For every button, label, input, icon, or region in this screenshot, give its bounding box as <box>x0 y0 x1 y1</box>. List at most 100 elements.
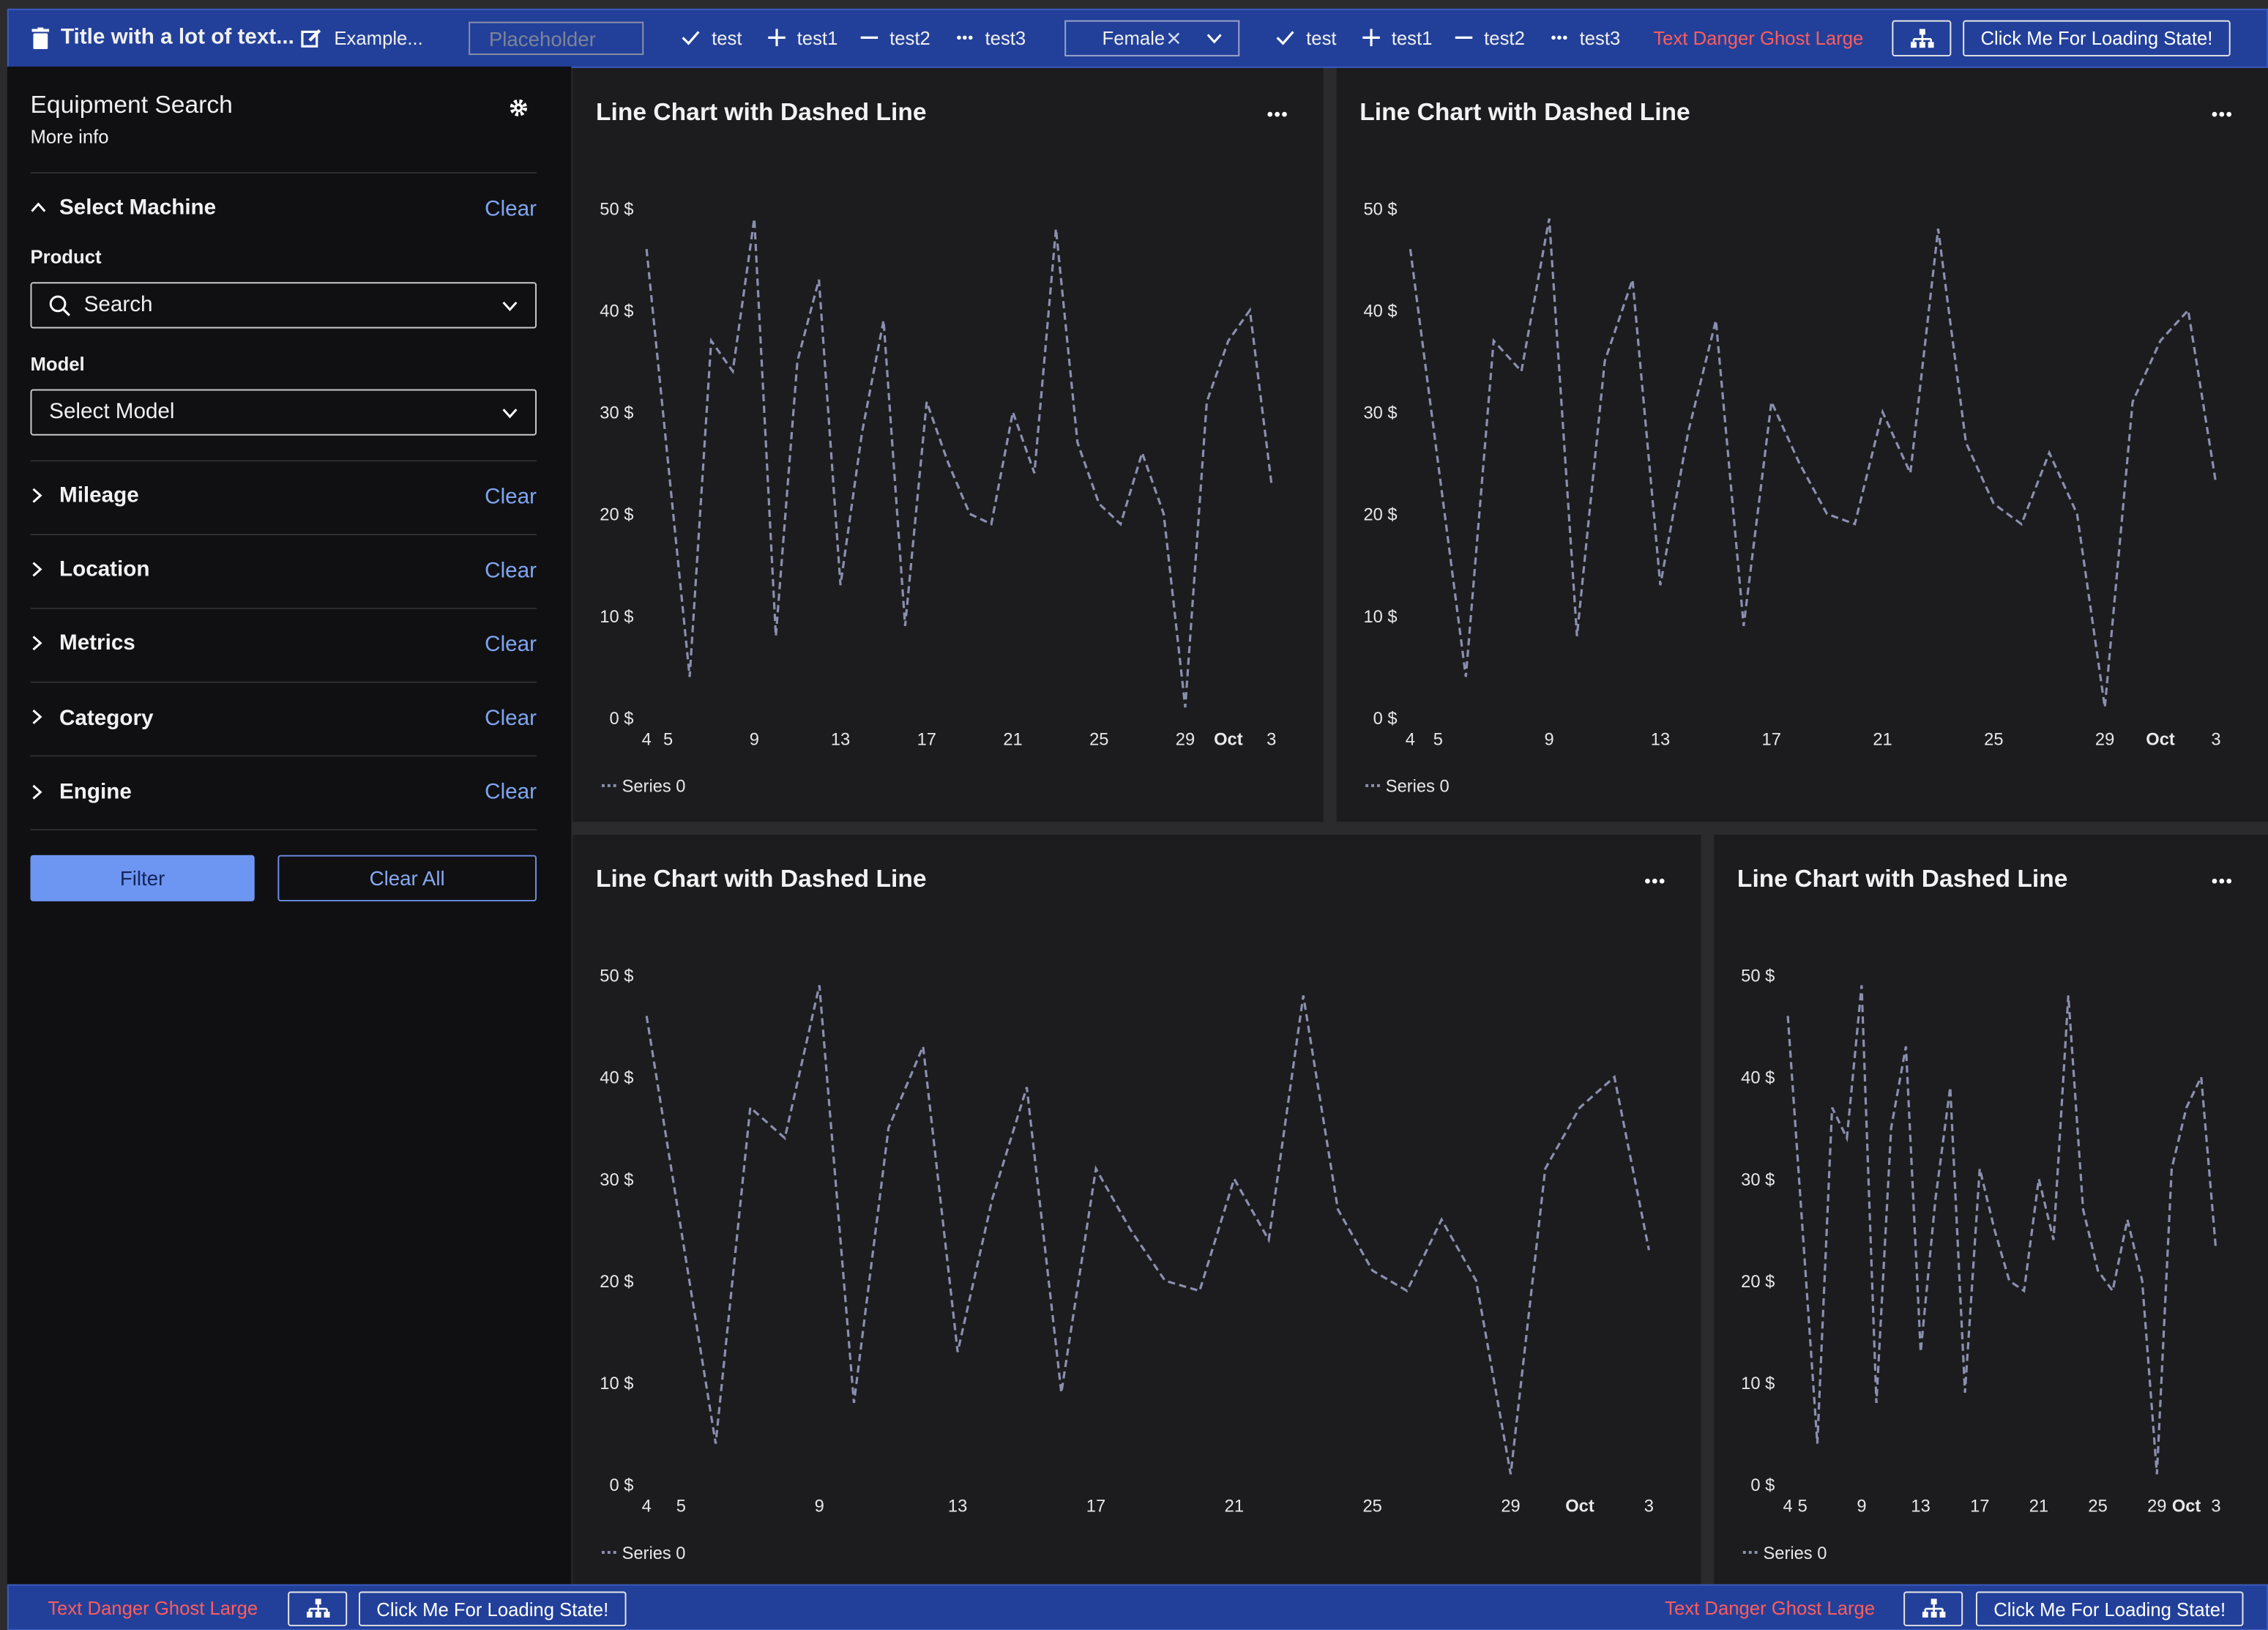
x-tick-label: 9 <box>750 731 759 750</box>
x-tick-label: 13 <box>831 731 850 750</box>
x-tick-label: Oct <box>1214 731 1243 750</box>
header-title: Title with a lot of text... <box>60 24 294 50</box>
y-tick-label: 30 $ <box>600 1171 633 1190</box>
clear-icon[interactable] <box>1167 31 1180 45</box>
product-dropdown[interactable]: Search <box>30 282 537 329</box>
chevron-right[interactable] <box>31 562 43 578</box>
clear-link[interactable]: Clear <box>485 558 537 584</box>
clear-link[interactable]: Clear <box>485 484 537 510</box>
y-tick-label: 10 $ <box>1741 1374 1775 1393</box>
text-input[interactable]: Placeholder <box>469 21 644 56</box>
chevron-up[interactable] <box>30 201 46 213</box>
x-tick-label: 29 <box>2095 731 2114 750</box>
chevron-right[interactable] <box>31 784 43 800</box>
toolbar-item[interactable]: test2 <box>1484 27 1525 50</box>
select[interactable]: Female <box>1064 20 1240 57</box>
sitemap-icon <box>1910 28 1933 48</box>
y-tick-label: 50 $ <box>600 967 633 986</box>
section-label[interactable]: Metrics <box>59 630 135 656</box>
divider <box>30 534 537 536</box>
section-label[interactable]: Location <box>59 557 150 582</box>
chart-title: Line Chart with Dashed Line <box>596 99 926 126</box>
menu-dot <box>1267 111 1273 117</box>
edit-label[interactable]: Example... <box>334 27 423 50</box>
chevron-right[interactable] <box>31 635 43 651</box>
loading-button[interactable]: Click Me For Loading State! <box>358 1591 627 1626</box>
toolbar-item[interactable]: test3 <box>1579 27 1621 50</box>
x-tick-label: 25 <box>1984 731 2003 750</box>
toolbar-item[interactable]: test <box>712 27 742 50</box>
chart-panel: Line Chart with Dashed Line 0 $ 10 $ 20 $ 30… <box>572 835 1701 1585</box>
chevron-icon <box>502 409 518 419</box>
toolbar-item[interactable]: test <box>1306 27 1337 50</box>
menu-dot <box>2212 878 2217 884</box>
y-tick-label: 40 $ <box>1741 1069 1775 1088</box>
chevron-icon <box>1206 34 1222 44</box>
search-icon <box>49 295 70 316</box>
y-tick-label: 30 $ <box>1741 1171 1775 1190</box>
line <box>645 985 1650 1475</box>
x-tick-label: 3 <box>1267 731 1276 750</box>
section-label[interactable]: Select Machine <box>59 195 217 220</box>
menu-dot <box>1282 111 1287 117</box>
clear-link[interactable]: Clear <box>485 779 537 805</box>
clear-link[interactable]: Clear <box>485 196 537 222</box>
loading-button[interactable]: Click Me For Loading State! <box>1963 20 2231 57</box>
sidebar: Equipment Search More info Select Machin… <box>7 66 572 1586</box>
x-tick-label: 29 <box>1176 731 1195 750</box>
clear-link[interactable]: Clear <box>485 632 537 658</box>
x-tick-label: 21 <box>1225 1497 1244 1517</box>
header-bar: Title with a lot of text... Example... P… <box>7 8 2268 68</box>
y-tick-label: 50 $ <box>1741 967 1775 986</box>
clear-all-button[interactable]: Clear All <box>277 855 537 901</box>
settings-icon[interactable] <box>509 98 528 117</box>
divider <box>30 460 537 462</box>
toolbar-item[interactable]: test1 <box>1391 27 1433 50</box>
edit-icon[interactable] <box>301 28 323 50</box>
sitemap-icon <box>305 1599 329 1618</box>
danger-button[interactable]: Text Danger Ghost Large <box>1665 1597 1876 1619</box>
line <box>645 218 1273 708</box>
dropdown-placeholder: Select Model <box>49 399 175 424</box>
plus-icon <box>768 29 786 47</box>
icon-button[interactable] <box>1903 1591 1963 1626</box>
x-tick-label: 13 <box>948 1497 967 1517</box>
legend-label: Series 0 <box>622 1544 686 1563</box>
x-tick-label: 9 <box>1857 1497 1866 1517</box>
chart: Line Chart with Dashed Line 0 $ 10 $ 20 $ 30… <box>1737 866 2232 1563</box>
menu-dot <box>1645 878 1650 884</box>
loading-button[interactable]: Click Me For Loading State! <box>1975 1591 2244 1626</box>
chart: Line Chart with Dashed Line 0 $ 10 $ 20 $ 30… <box>596 866 1665 1563</box>
danger-button[interactable]: Text Danger Ghost Large <box>48 1597 258 1619</box>
trash-icon[interactable] <box>31 27 50 50</box>
icon-button[interactable] <box>1892 20 1952 57</box>
toolbar-item[interactable]: test1 <box>797 27 838 50</box>
x-tick-label: 21 <box>2029 1497 2048 1517</box>
menu-dot <box>2219 878 2225 884</box>
legend-label: Series 0 <box>622 778 686 797</box>
section-label[interactable]: Engine <box>59 779 132 805</box>
minus-icon <box>860 36 879 39</box>
x-tick-label: 25 <box>1089 731 1108 750</box>
toolbar-item[interactable]: test3 <box>985 27 1026 50</box>
model-dropdown[interactable]: Select Model <box>30 389 537 436</box>
chevron-right[interactable] <box>31 709 43 725</box>
danger-button[interactable]: Text Danger Ghost Large <box>1653 27 1864 50</box>
y-tick-label: 10 $ <box>600 608 633 627</box>
chart: Line Chart with Dashed Line 0 $ 10 $ 20 $ 30… <box>1359 99 2232 797</box>
section-label[interactable]: Mileage <box>59 483 139 508</box>
chevron-right[interactable] <box>31 488 43 504</box>
chart-title: Line Chart with Dashed Line <box>1359 99 1690 126</box>
divider <box>30 829 537 831</box>
icon-button[interactable] <box>288 1591 348 1626</box>
menu-dot <box>2212 111 2217 117</box>
section-label[interactable]: Category <box>59 706 154 731</box>
chart-panel: Line Chart with Dashed Line 0 $ 10 $ 20 $ 30… <box>1336 67 2268 822</box>
toolbar-item[interactable]: test2 <box>889 27 930 50</box>
clear-link[interactable]: Clear <box>485 706 537 731</box>
filter-button[interactable]: Filter <box>30 855 255 901</box>
x-tick-label: Oct <box>2172 1497 2201 1517</box>
legend-label: Series 0 <box>1386 778 1450 797</box>
x-tick-label: 13 <box>1911 1497 1930 1517</box>
sidebar-title: Equipment Search <box>30 91 233 119</box>
